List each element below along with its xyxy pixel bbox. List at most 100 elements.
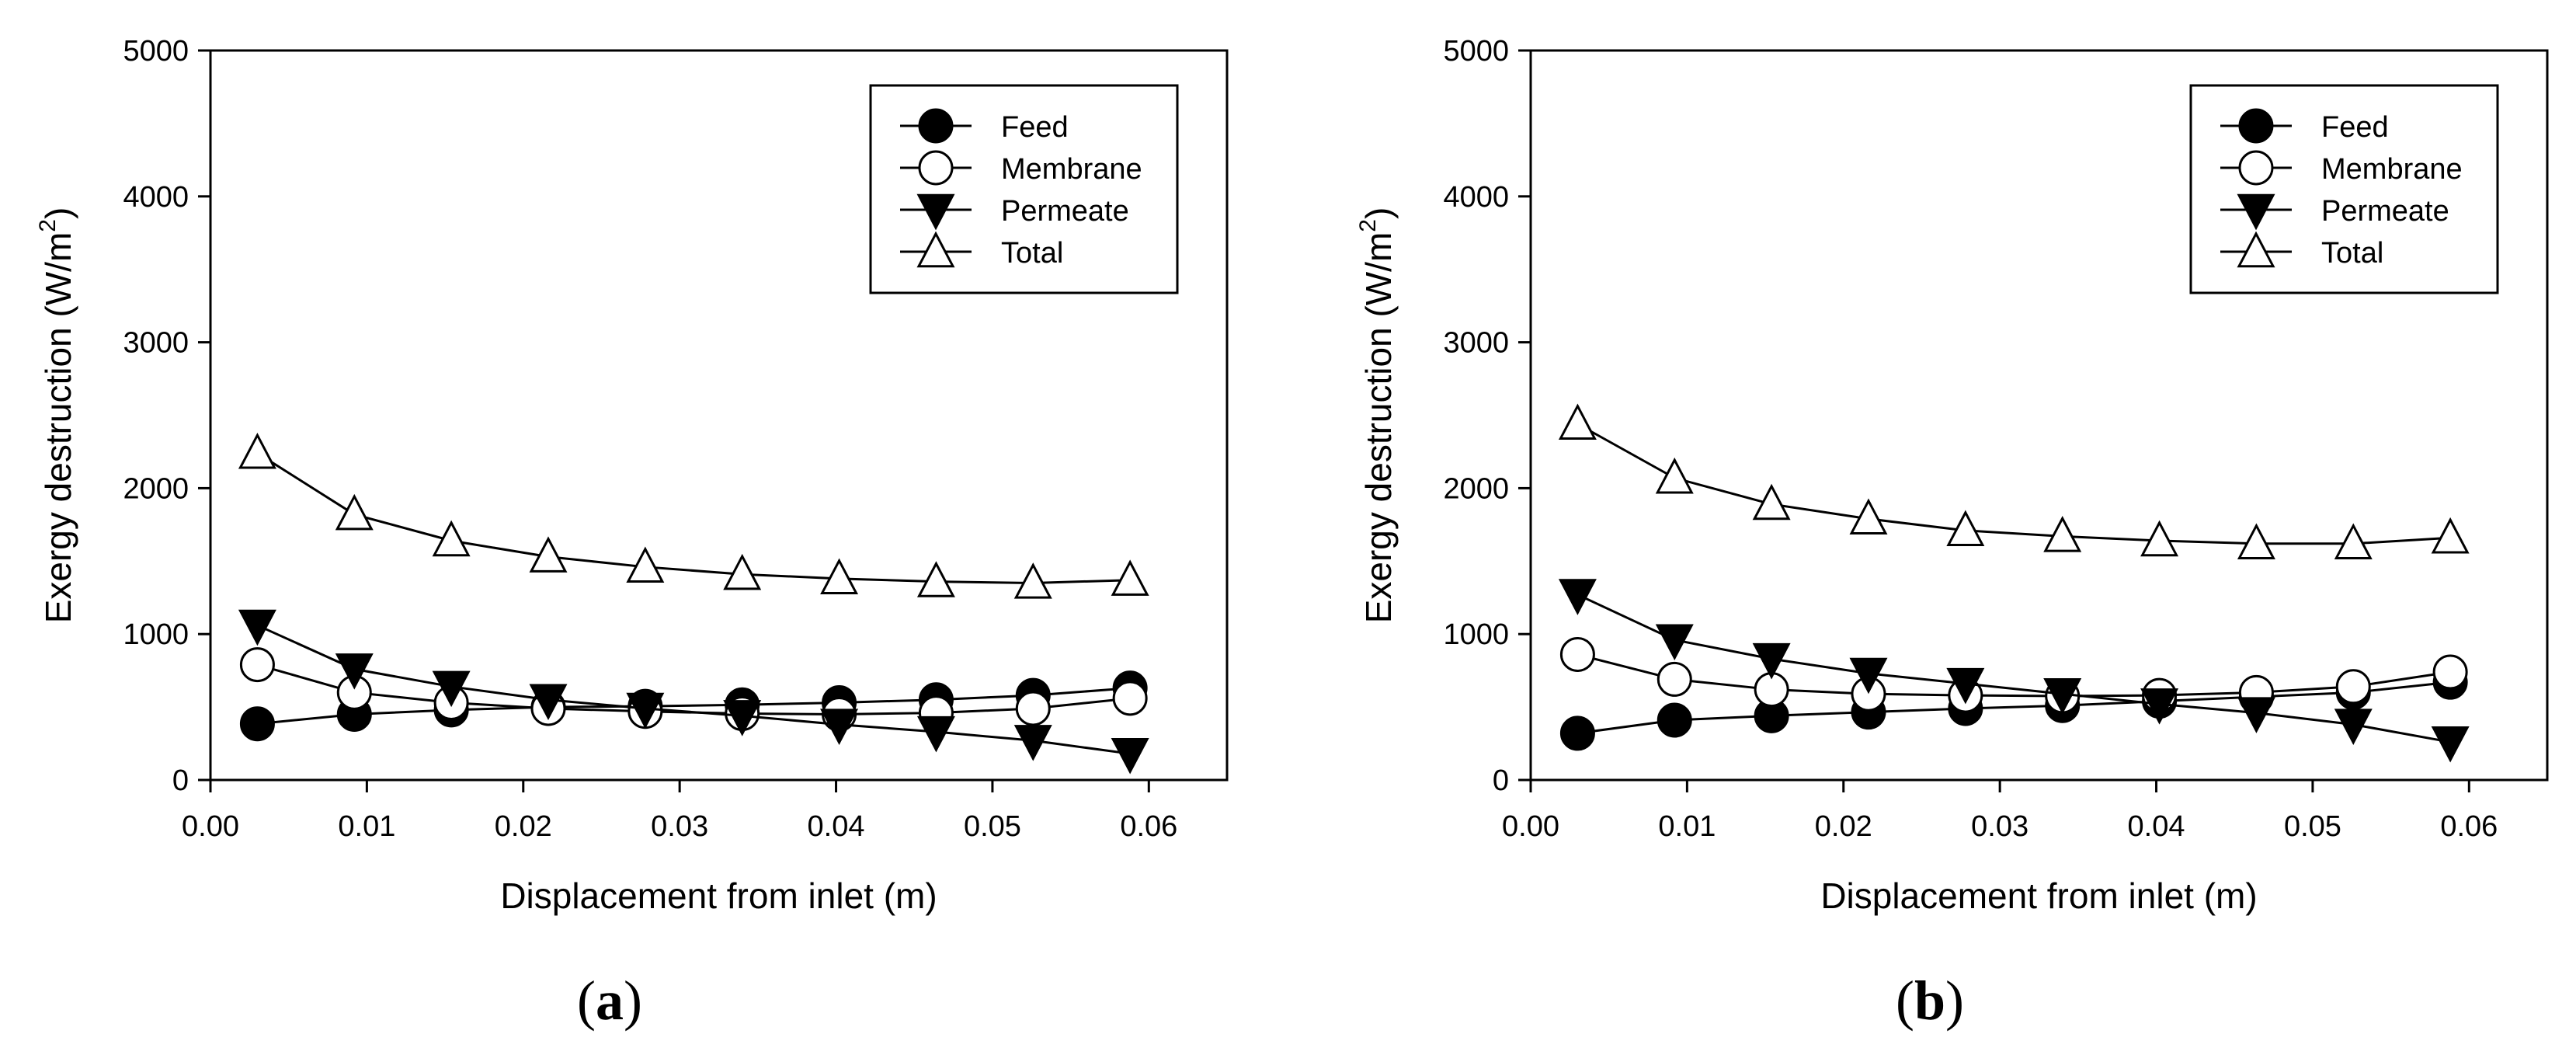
legend-item-total: Total bbox=[2220, 231, 2383, 270]
legend-marker-membrane bbox=[2238, 150, 2274, 186]
panel-label-letter: a bbox=[596, 970, 624, 1032]
x-tick-label: 0.06 bbox=[1120, 810, 1177, 843]
x-tick-label: 0.04 bbox=[2128, 810, 2185, 843]
data-point-membrane bbox=[1015, 691, 1051, 726]
y-axis-label-text: Exergy destruction (W/m bbox=[38, 232, 78, 624]
y-tick-label: 4000 bbox=[1443, 181, 1509, 214]
data-point-total bbox=[1946, 510, 1985, 547]
x-tick-label: 0.01 bbox=[338, 810, 395, 843]
data-point-membrane bbox=[1112, 681, 1148, 716]
y-tick-label: 1000 bbox=[1443, 618, 1509, 651]
data-point-membrane bbox=[1656, 661, 1692, 697]
x-tick-label: 0.01 bbox=[1658, 810, 1716, 843]
data-point-permeate bbox=[1752, 642, 1791, 680]
data-point-permeate bbox=[529, 684, 568, 721]
data-point-total bbox=[2043, 516, 2082, 552]
y-tick-label: 3000 bbox=[1443, 327, 1509, 360]
series-line-permeate bbox=[256, 624, 1131, 755]
x-tick-label: 0.02 bbox=[1815, 810, 1872, 843]
legend-label-total: Total bbox=[2321, 237, 2383, 270]
data-point-permeate bbox=[820, 709, 859, 745]
series-line-permeate bbox=[1577, 594, 2451, 743]
data-point-total bbox=[723, 553, 762, 590]
data-point-permeate bbox=[432, 670, 471, 708]
legend-label-feed: Feed bbox=[1001, 111, 1069, 144]
legend-label-feed: Feed bbox=[2321, 111, 2389, 144]
data-point-permeate bbox=[1946, 667, 1985, 705]
data-point-total bbox=[1655, 457, 1694, 494]
y-tick-label: 0 bbox=[172, 764, 189, 797]
series-line-total bbox=[256, 452, 1131, 584]
series-total bbox=[238, 433, 1149, 599]
legend: Feed Membrane Permeate Total bbox=[2189, 84, 2499, 294]
x-axis-label: Displacement from inlet (m) bbox=[500, 876, 937, 916]
data-point-permeate bbox=[626, 692, 665, 729]
panel-label-close: ) bbox=[1945, 970, 1964, 1032]
y-tick-label: 2000 bbox=[123, 472, 189, 505]
data-point-total bbox=[2237, 523, 2275, 559]
data-point-membrane bbox=[2335, 669, 2371, 705]
legend-item-feed: Feed bbox=[900, 108, 1069, 144]
x-tick-label: 0.05 bbox=[964, 810, 1021, 843]
y-axis-label-text: Exergy destruction (W/m bbox=[1358, 232, 1399, 624]
y-tick-label: 5000 bbox=[123, 35, 189, 68]
y-tick-label: 0 bbox=[1493, 764, 1509, 797]
series-membrane bbox=[239, 647, 1148, 732]
x-tick-label: 0.03 bbox=[651, 810, 708, 843]
data-point-total bbox=[2334, 523, 2373, 559]
y-axis-label-close: ) bbox=[38, 207, 78, 219]
x-tick-label: 0.00 bbox=[1502, 810, 1559, 843]
legend-label-total: Total bbox=[1001, 237, 1063, 270]
data-point-feed bbox=[239, 706, 275, 742]
data-point-permeate bbox=[1013, 725, 1052, 761]
data-point-permeate bbox=[2237, 697, 2275, 733]
legend-marker-feed bbox=[918, 108, 954, 144]
legend-label-membrane: Membrane bbox=[1001, 153, 1142, 186]
y-axis-label-superscript: 2 bbox=[35, 219, 61, 232]
plot-frame bbox=[209, 49, 1229, 782]
series-total bbox=[1558, 403, 2470, 559]
series-line-membrane bbox=[1577, 653, 2451, 698]
y-axis-label: Exergy destruction (W/m2) bbox=[1355, 207, 1399, 624]
data-point-membrane bbox=[239, 647, 275, 683]
legend-marker-membrane bbox=[918, 150, 954, 186]
data-point-feed bbox=[1656, 702, 1692, 738]
legend-label-membrane: Membrane bbox=[2321, 153, 2463, 186]
legend-marker-feed bbox=[2238, 108, 2274, 144]
data-point-total bbox=[1849, 498, 1888, 535]
series-feed bbox=[1559, 664, 2468, 751]
data-point-total bbox=[820, 558, 859, 595]
data-point-total bbox=[1013, 562, 1052, 599]
series-line-feed bbox=[1577, 681, 2451, 735]
panel-label-letter: b bbox=[1914, 970, 1945, 1032]
series-line-total bbox=[1577, 423, 2451, 545]
panel-label-open: ( bbox=[577, 970, 596, 1032]
chart-panel-b: 0.00 0.01 0.02 0.03 0.04 0.05 0.06 0 1000 2000 300… bbox=[1355, 35, 2549, 1032]
data-point-membrane bbox=[1559, 636, 1595, 672]
data-point-total bbox=[529, 536, 568, 573]
series-feed bbox=[239, 670, 1148, 742]
data-point-permeate bbox=[2431, 726, 2470, 763]
data-point-permeate bbox=[1111, 737, 1149, 775]
y-tick-label: 1000 bbox=[123, 618, 189, 651]
data-point-total bbox=[626, 546, 665, 583]
y-tick-label: 2000 bbox=[1443, 472, 1509, 505]
y-tick-label: 4000 bbox=[123, 181, 189, 214]
data-point-total bbox=[1558, 403, 1597, 440]
y-tick-label: 5000 bbox=[1443, 35, 1509, 68]
data-point-permeate bbox=[723, 700, 762, 736]
legend-item-permeate: Permeate bbox=[900, 193, 1129, 231]
series-permeate bbox=[238, 609, 1149, 775]
chart-panel-a: 0.00 0.01 0.02 0.03 0.04 0.05 0.06 0 1000 2000 300… bbox=[35, 35, 1229, 1032]
legend-marker-total bbox=[2237, 231, 2275, 268]
series-line-membrane bbox=[257, 663, 1131, 715]
legend-marker-permeate bbox=[2237, 193, 2275, 231]
data-point-total bbox=[1752, 483, 1791, 521]
legend-label-permeate: Permeate bbox=[1001, 195, 1129, 228]
data-point-membrane bbox=[2432, 654, 2468, 690]
data-point-permeate bbox=[2043, 677, 2082, 715]
x-axis-label: Displacement from inlet (m) bbox=[1820, 876, 2257, 916]
data-point-feed bbox=[1559, 715, 1595, 751]
x-tick-label: 0.05 bbox=[2284, 810, 2341, 843]
data-point-permeate bbox=[2334, 709, 2373, 745]
